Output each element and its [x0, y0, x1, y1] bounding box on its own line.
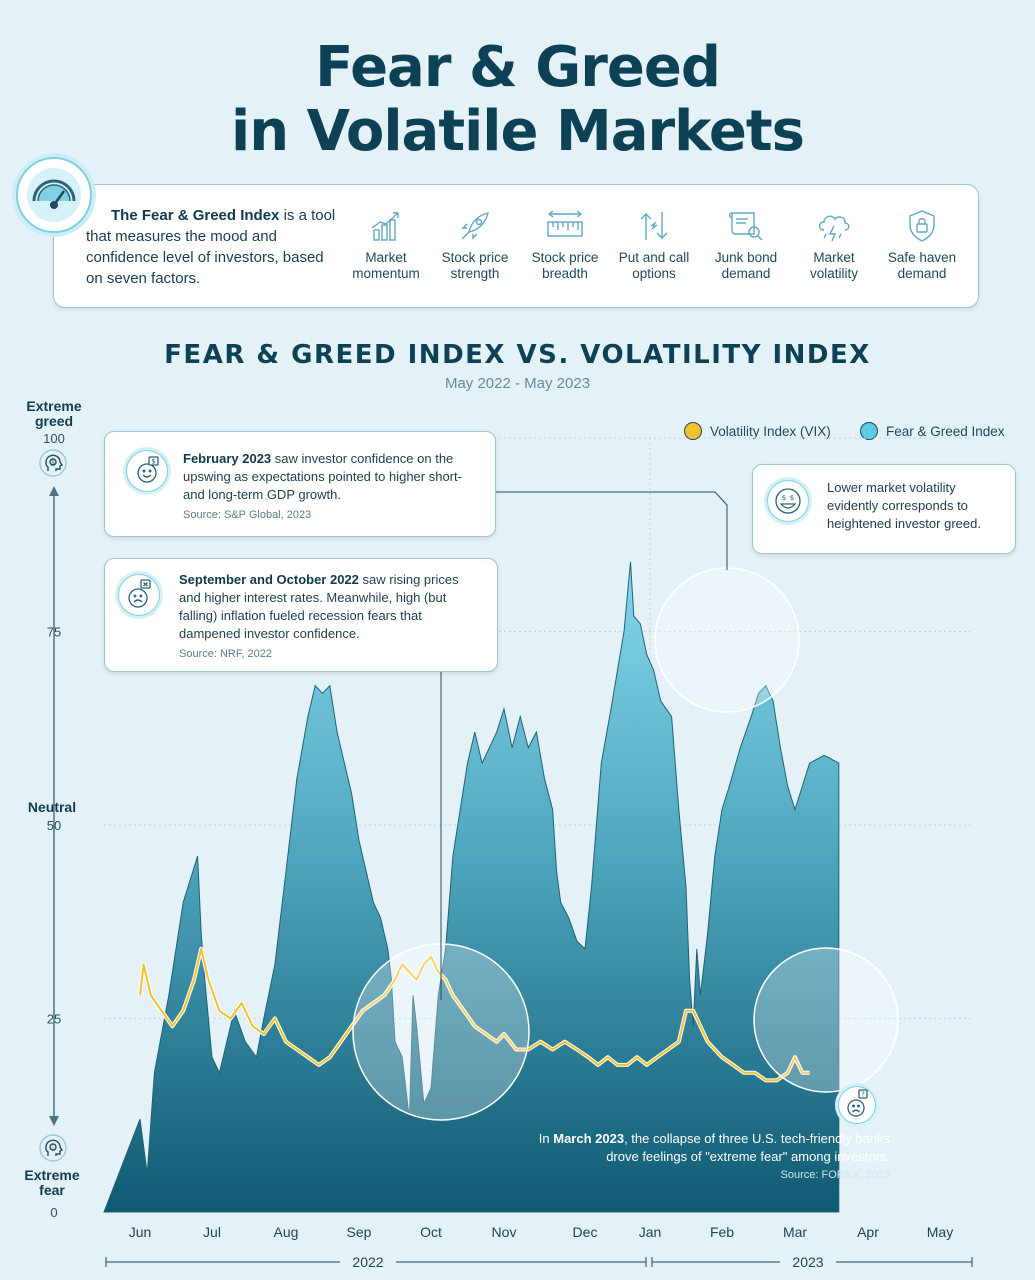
callout-sep-oct-2022: September and October 2022 saw rising pr… — [104, 558, 498, 672]
x-tick-label: Jun — [129, 1224, 152, 1240]
y-label-extreme-fear: Extreme fear — [24, 1167, 80, 1198]
y-axis-arrow-head-down — [49, 1116, 59, 1126]
ruler-icon — [547, 210, 583, 237]
connector-line — [496, 491, 728, 570]
intro-body: is a tool that measures the mood and con… — [86, 207, 336, 287]
callout-march-bold: March 2023 — [553, 1131, 625, 1146]
svg-text:!: ! — [52, 1146, 53, 1152]
chart-subtitle: May 2022 - May 2023 — [444, 375, 591, 392]
gauge-badge — [16, 157, 92, 233]
dollar-eyes-face-icon: $ $ — [767, 480, 809, 522]
x-tick-label: Nov — [492, 1224, 517, 1240]
callout-march-text: , the collapse of three U.S. tech-friend… — [606, 1131, 890, 1164]
callout-march-prefix: In — [538, 1131, 554, 1146]
callout-march-2023: In March 2023, the collapse of three U.S… — [520, 1130, 890, 1184]
svg-text:$: $ — [790, 494, 794, 502]
scroll-icon — [729, 212, 763, 241]
factor-label: Stock price breadth — [531, 250, 599, 281]
storm-cloud-icon — [818, 215, 850, 242]
x-tick-label: Apr — [857, 1224, 879, 1240]
rocket-icon — [461, 212, 489, 240]
factor-label: Put and call options — [618, 250, 690, 281]
highlight-circle — [654, 567, 800, 713]
factor-stock-price-strength: Stock price strength — [430, 208, 520, 282]
intro-bold: The Fear & Greed Index — [111, 207, 280, 224]
y-tick-label: 100 — [43, 431, 65, 446]
y-axis-arrow-head-up — [49, 486, 59, 496]
x-tick-label: Aug — [274, 1224, 299, 1240]
callout-low-vol-text: Lower market volatility evidently corres… — [827, 480, 981, 531]
svg-text:?: ? — [861, 1091, 865, 1099]
year-label-bg — [340, 1252, 396, 1272]
x-tick-label: Mar — [783, 1224, 807, 1240]
x-tick-label: Jan — [639, 1224, 662, 1240]
callout-march-source: Source: FOREX, 2023 — [780, 1169, 890, 1181]
callout-sep-source: Source: NRF, 2022 — [179, 648, 272, 660]
factor-market-momentum: Market momentum — [341, 208, 431, 282]
factor-label: Junk bond demand — [714, 250, 778, 281]
intro-text: The Fear & Greed Index is a tool that me… — [86, 205, 336, 289]
legend-vix-swatch — [684, 422, 702, 440]
x-tick-label: Dec — [573, 1224, 598, 1240]
greed-head-icon: $ — [38, 448, 68, 478]
sad-face-icon — [118, 574, 160, 616]
legend-fg: Fear & Greed Index — [860, 422, 1005, 440]
vix-line — [139, 947, 810, 1082]
x-tick-label: May — [927, 1224, 953, 1240]
svg-text:$: $ — [52, 461, 55, 467]
worried-face-icon: ? — [838, 1086, 876, 1124]
y-tick-label: 0 — [50, 1205, 57, 1220]
fear-head-icon: ! — [38, 1133, 68, 1163]
happy-money-face-icon: $ — [126, 450, 168, 492]
factor-label: Market momentum — [352, 250, 420, 281]
svg-text:$: $ — [151, 458, 155, 466]
x-tick-label: Sep — [347, 1224, 372, 1240]
year-label-2022: 2022 — [352, 1254, 383, 1270]
title-line-2: in Volatile Markets — [231, 99, 805, 164]
year-label-bg — [780, 1252, 836, 1272]
factor-safe-haven-demand: Safe haven demand — [877, 208, 967, 282]
factor-market-volatility: Market volatility — [789, 208, 879, 282]
legend-fg-swatch — [860, 422, 878, 440]
factor-label: Market volatility — [809, 250, 858, 281]
shield-lock-icon — [909, 210, 935, 242]
x-tick-label: Feb — [710, 1224, 734, 1240]
x-tick-label: Oct — [420, 1224, 442, 1240]
callout-feb-bold: February 2023 — [183, 451, 272, 466]
callout-sep-text: saw rising prices and higher interest ra… — [179, 572, 459, 641]
factor-put-call-options: Put and call options — [609, 208, 699, 282]
factor-label: Stock price strength — [441, 250, 509, 281]
y-label-extreme-greed: Extreme greed — [26, 398, 82, 429]
legend-vix: Volatility Index (VIX) — [684, 422, 831, 440]
main-title: Fear & Greed in Volatile Markets — [0, 36, 1035, 164]
info-box — [53, 184, 979, 308]
svg-text:$: $ — [782, 494, 786, 502]
chart-title: FEAR & GREED INDEX VS. VOLATILITY INDEX — [164, 340, 871, 370]
legend-vix-label: Volatility Index (VIX) — [710, 423, 831, 439]
chart-growth-icon — [371, 212, 399, 241]
factor-junk-bond-demand: Junk bond demand — [701, 208, 791, 282]
title-line-1: Fear & Greed — [315, 35, 721, 100]
highlight-circle — [753, 947, 899, 1093]
gauge-icon — [27, 168, 81, 222]
arrows-icon — [640, 212, 668, 240]
callout-sep-bold: September and October 2022 — [179, 572, 359, 587]
factor-stock-price-breadth: Stock price breadth — [520, 208, 610, 282]
callout-feb-text: saw investor confidence on the upswing a… — [183, 451, 462, 502]
x-tick-label: Jul — [203, 1224, 221, 1240]
fear-greed-area — [103, 561, 840, 1213]
year-label-2023: 2023 — [792, 1254, 823, 1270]
y-label-neutral: Neutral — [27, 799, 77, 815]
callout-feb-2023: February 2023 saw investor confidence on… — [104, 431, 496, 537]
factor-label: Safe haven demand — [887, 250, 957, 281]
legend-fg-label: Fear & Greed Index — [886, 423, 1005, 439]
callout-feb-source: Source: S&P Global, 2023 — [183, 509, 312, 521]
